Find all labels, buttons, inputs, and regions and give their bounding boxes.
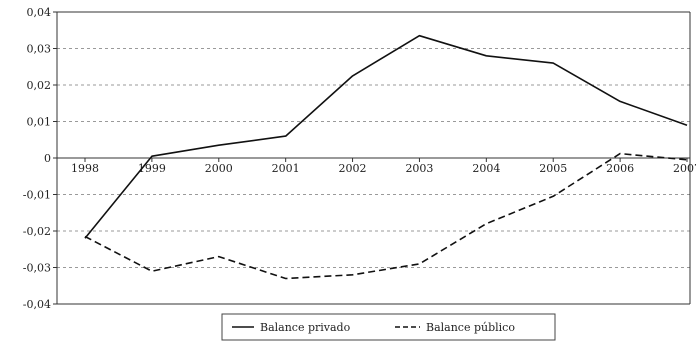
y-tick-label: -0,02 (23, 225, 51, 238)
legend-label-balance-publico: Balance público (426, 321, 515, 334)
series-line-balance-privado (84, 34, 688, 239)
legend-label-balance-privado: Balance privado (260, 321, 351, 334)
series-line-balance-publico (84, 152, 688, 280)
x-axis-ticks: 1998199920002001200220032004200520062007 (71, 158, 696, 175)
y-tick-label: 0,01 (27, 116, 52, 129)
legend-box (221, 313, 556, 341)
x-tick-label: 2006 (606, 162, 634, 175)
y-tick-label: 0,03 (27, 43, 52, 56)
x-tick-label: 2001 (272, 162, 300, 175)
x-tick-label: 2005 (539, 162, 567, 175)
x-tick-label: 2002 (339, 162, 367, 175)
y-tick-label: -0,01 (23, 189, 51, 202)
x-tick-label: 2007 (673, 162, 696, 175)
x-tick-label: 2004 (472, 162, 500, 175)
y-axis-ticks: 0,04 0,03 0,02 0,01 0 -0,01 -0,02 -0,03 -0,04 (23, 6, 57, 311)
x-tick-label: 2000 (205, 162, 233, 175)
y-tick-label: -0,03 (23, 262, 51, 275)
legend: Balance privado Balance público (221, 313, 556, 341)
series-group (84, 34, 688, 280)
y-tick-label: 0,02 (27, 79, 52, 92)
y-tick-label: -0,04 (23, 298, 51, 311)
y-tick-label: 0 (44, 152, 51, 165)
x-tick-label: 1998 (71, 162, 99, 175)
y-tick-label: 0,04 (27, 6, 52, 19)
x-tick-label: 2003 (405, 162, 433, 175)
